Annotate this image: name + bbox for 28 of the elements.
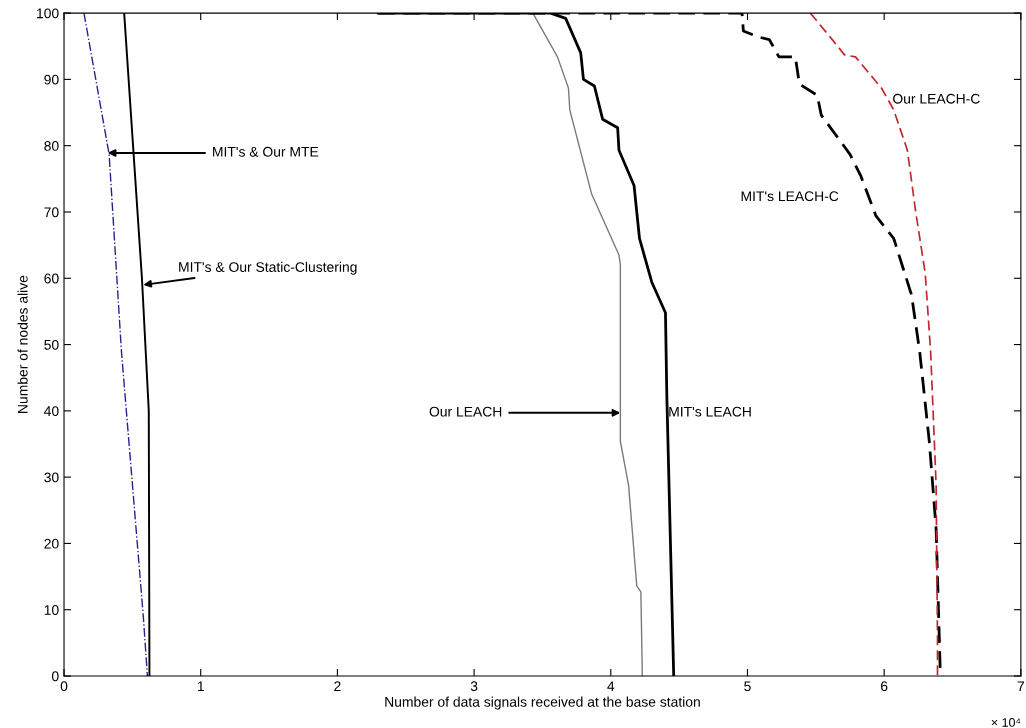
x-tick-label: 2 [334,681,341,691]
annotation: Our LEACH [429,406,502,417]
x-tick-label: 0 [60,681,68,692]
x-tick-label: 3 [470,681,478,692]
annotation: MIT's LEACH-C [741,191,839,202]
annotation: MIT's & Our MTE [213,146,319,157]
y-tick-label: 30 [44,472,59,483]
annotation: MIT's LEACH [669,406,751,417]
y-tick-label: 70 [44,207,59,218]
annotation: MIT's & Our Static-Clustering [179,261,357,275]
annotation: Our LEACH-C [893,93,980,104]
y-axis-title: Number of nodes alive [17,275,28,413]
y-tick-label: 100 [37,8,59,19]
y-tick-label: 80 [44,141,59,151]
x-tick-label: 1 [197,681,204,691]
y-tick-label: 90 [44,74,59,85]
y-tick-label: 20 [44,538,59,549]
x-tick-label: 6 [881,681,888,692]
x-axis-title: Number of data signals received at the base station [385,696,700,710]
y-tick-label: 40 [44,406,59,417]
y-tick-label: 60 [44,273,59,284]
y-tick-label: 10 [44,605,59,615]
y-tick-label: 0 [51,671,59,682]
text: × 10⁴ [991,718,1021,727]
x-tick-label: 5 [744,681,751,692]
x-tick-label: 7 [1017,681,1025,691]
y-tick-label: 50 [44,339,59,350]
x-tick-label: 4 [607,681,615,691]
